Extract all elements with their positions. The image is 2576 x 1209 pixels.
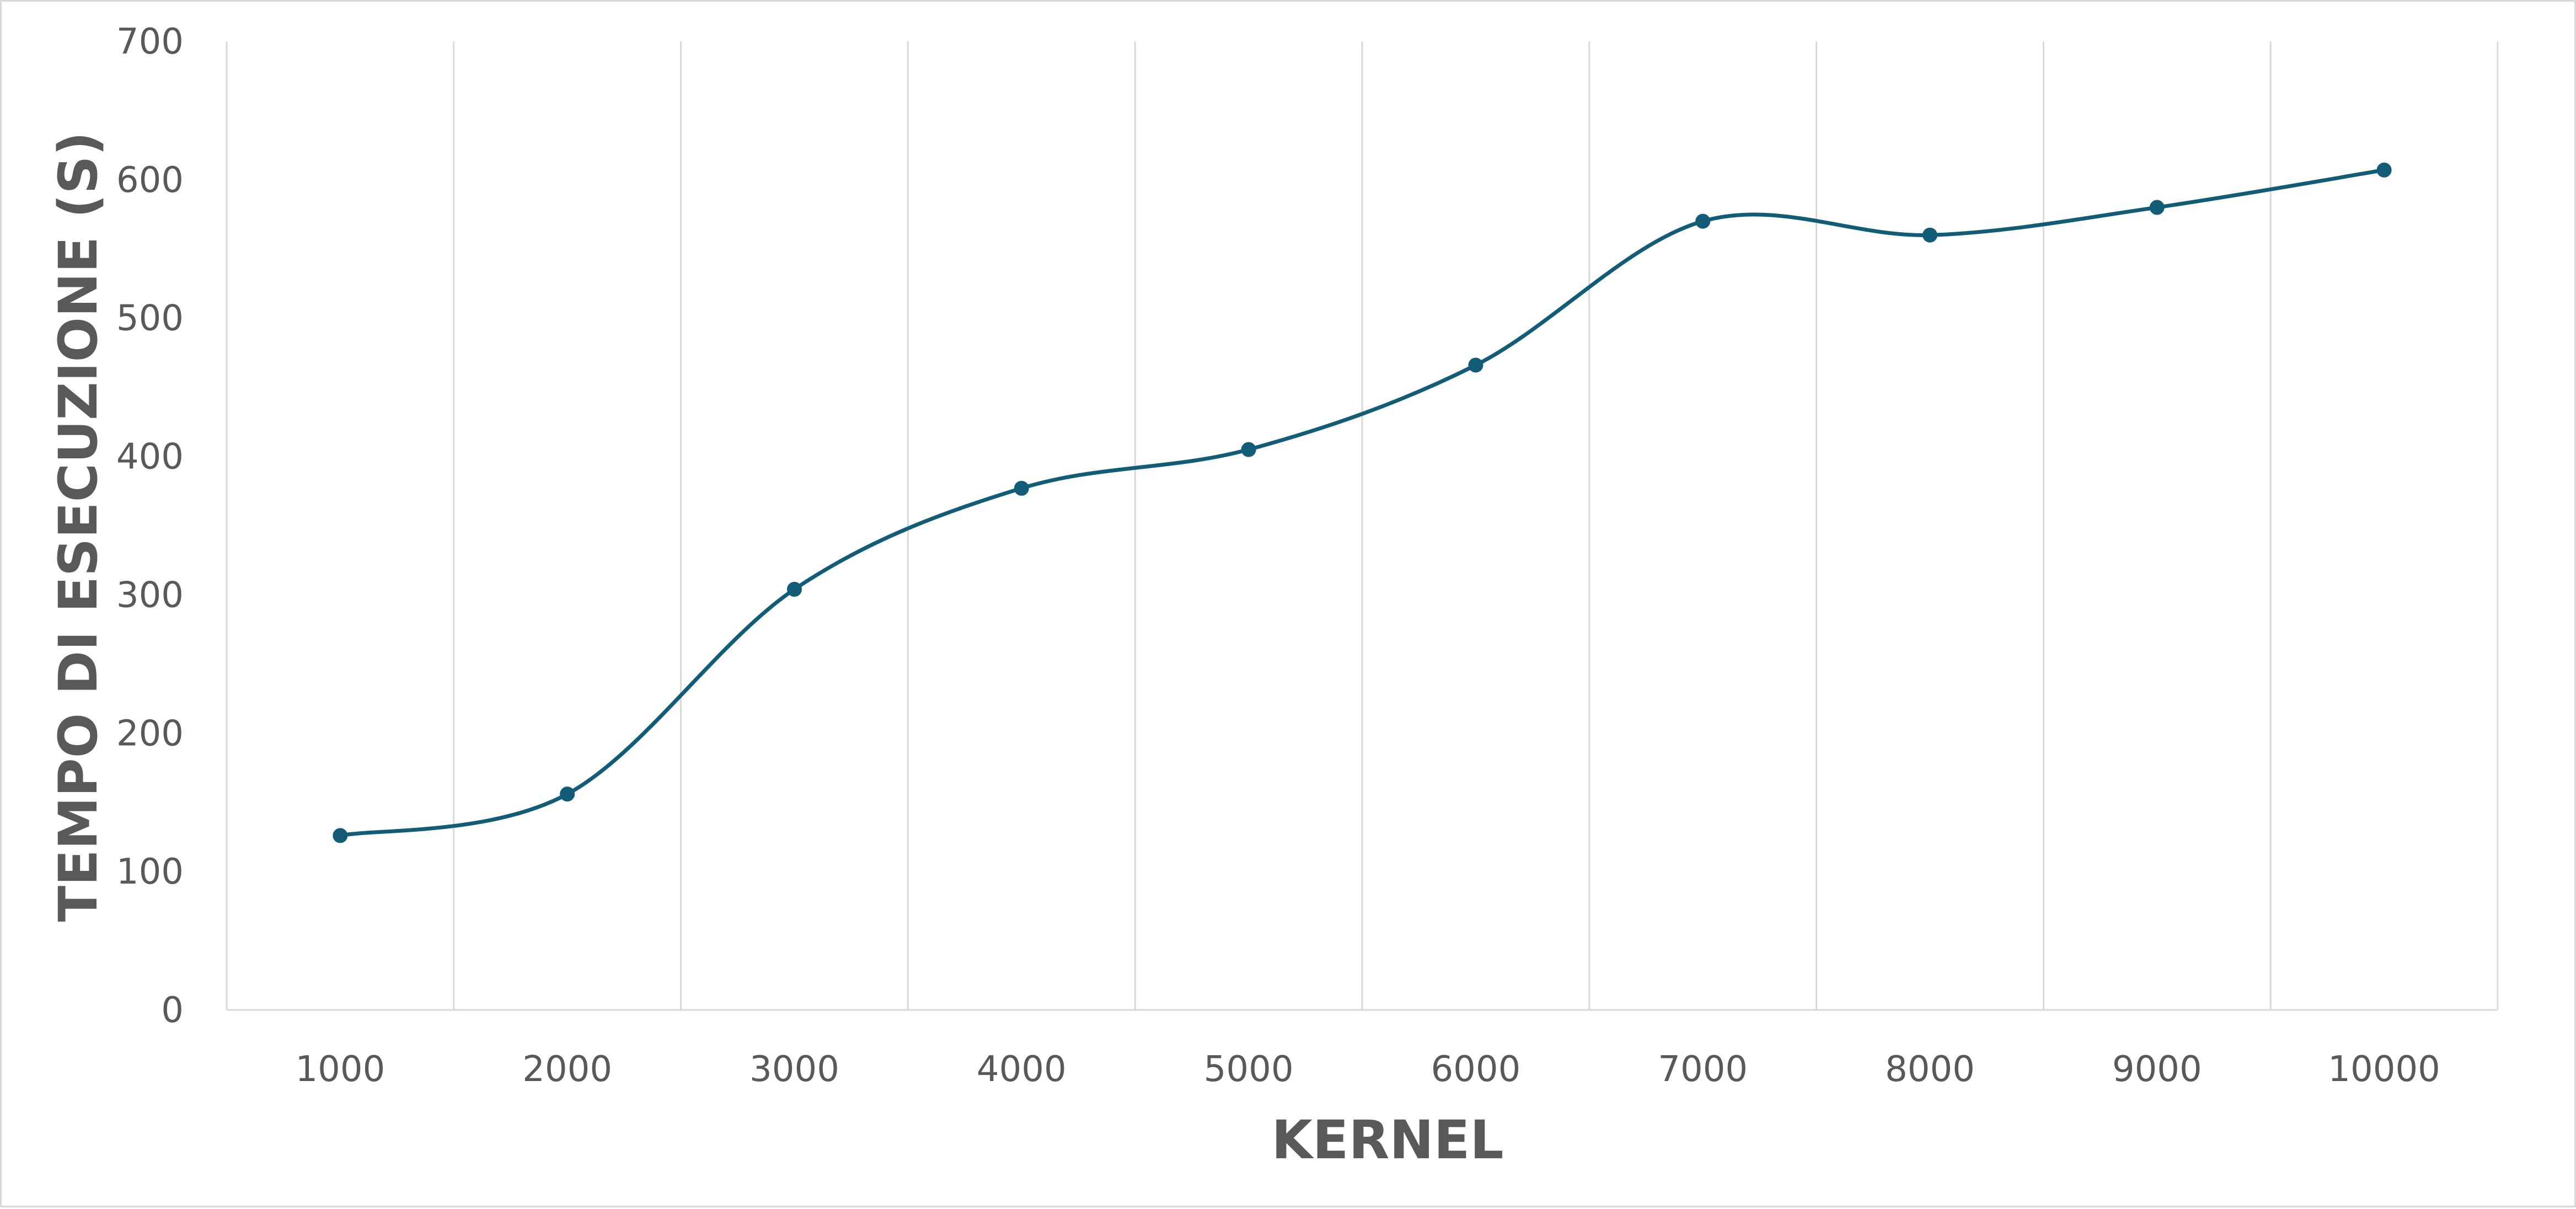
data-point-marker — [2149, 200, 2165, 215]
x-tick-label: 3000 — [749, 1049, 839, 1090]
x-tick-label: 6000 — [1431, 1049, 1520, 1090]
y-tick-label: 600 — [116, 160, 184, 201]
y-tick-label: 400 — [116, 437, 184, 478]
data-point-marker — [787, 581, 802, 597]
y-axis-title: TEMPO DI ESECUZIONE (S) — [47, 132, 109, 922]
x-tick-label: 1000 — [295, 1049, 385, 1090]
gridlines — [226, 41, 2499, 1010]
series-line — [338, 168, 2386, 838]
data-point-marker — [333, 828, 348, 843]
x-tick-label: 4000 — [977, 1049, 1067, 1090]
data-point-marker — [1241, 442, 1256, 457]
data-point-marker — [1922, 227, 1937, 243]
x-tick-label: 10000 — [2328, 1049, 2440, 1090]
x-tick-labels: 1000 2000 3000 4000 5000 6000 7000 8000 9000 1000… — [295, 1049, 2440, 1090]
data-point-marker — [1695, 213, 1711, 229]
x-tick-label: 7000 — [1658, 1049, 1748, 1090]
y-tick-label: 500 — [116, 298, 184, 339]
y-tick-label: 100 — [116, 852, 184, 892]
data-point-marker — [560, 787, 575, 802]
y-tick-labels: 0 100 200 300 400 500 600 700 — [116, 22, 184, 1031]
data-point-marker — [1014, 480, 1029, 496]
y-tick-label: 200 — [116, 713, 184, 754]
y-tick-label: 300 — [116, 575, 184, 616]
series — [333, 162, 2392, 843]
data-point-marker — [2376, 162, 2392, 178]
x-tick-label: 9000 — [2112, 1049, 2202, 1090]
data-point-marker — [1468, 357, 1484, 373]
x-tick-label: 5000 — [1204, 1049, 1294, 1090]
x-tick-label: 2000 — [522, 1049, 612, 1090]
x-tick-label: 8000 — [1885, 1049, 1975, 1090]
x-axis-title: KERNEL — [1272, 1109, 1504, 1171]
y-tick-label: 0 — [161, 990, 184, 1031]
y-tick-label: 700 — [116, 22, 184, 62]
